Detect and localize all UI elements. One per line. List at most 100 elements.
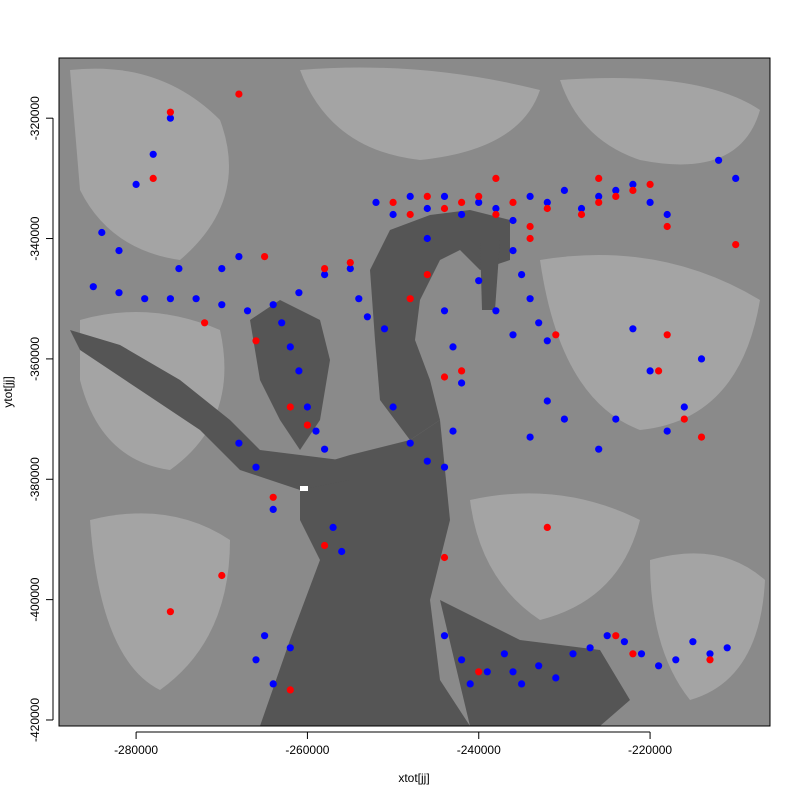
blue-data-point xyxy=(689,638,697,646)
blue-data-point xyxy=(543,337,551,345)
blue-data-point xyxy=(595,445,603,453)
blue-data-point xyxy=(98,228,106,237)
blue-data-point xyxy=(278,319,286,327)
red-data-point xyxy=(577,210,586,219)
blue-data-point xyxy=(346,265,354,273)
red-data-point xyxy=(321,265,329,273)
blue-data-point xyxy=(526,433,534,441)
blue-data-point xyxy=(526,192,534,200)
red-data-point xyxy=(629,650,637,658)
y-tick-label: -320000 xyxy=(28,96,42,140)
red-data-point xyxy=(552,331,560,339)
blue-data-point xyxy=(466,680,474,688)
red-data-point xyxy=(440,204,449,213)
red-data-point xyxy=(475,668,483,676)
blue-data-point xyxy=(620,638,629,646)
red-data-point xyxy=(612,192,620,200)
blue-data-point xyxy=(663,427,671,435)
red-data-point xyxy=(406,295,414,303)
blue-data-point xyxy=(663,210,671,219)
red-data-point xyxy=(458,367,466,375)
blue-data-point xyxy=(509,331,517,339)
y-axis-label: ytot[jj] xyxy=(1,376,15,407)
blue-data-point xyxy=(500,650,508,658)
red-data-point xyxy=(235,90,243,98)
blue-data-point xyxy=(440,463,449,471)
blue-data-point xyxy=(655,662,663,670)
blue-data-point xyxy=(577,204,586,213)
blue-data-point xyxy=(321,271,329,279)
red-data-point xyxy=(543,523,551,532)
red-data-point xyxy=(166,108,174,116)
raster-valley xyxy=(260,420,470,726)
raster-valley xyxy=(250,300,330,450)
red-data-point xyxy=(680,415,688,423)
blue-data-point xyxy=(166,295,174,303)
blue-data-point xyxy=(115,289,123,297)
blue-data-point xyxy=(235,253,243,261)
blue-data-point xyxy=(243,307,252,315)
blue-data-point xyxy=(440,307,449,315)
red-data-point xyxy=(543,204,551,213)
blue-data-point xyxy=(535,662,543,670)
red-data-point xyxy=(629,186,637,194)
blue-data-point xyxy=(295,367,303,375)
blue-data-point xyxy=(535,319,543,327)
red-data-point xyxy=(492,174,500,182)
raster-valley xyxy=(480,240,500,310)
points-layer xyxy=(89,90,740,694)
blue-data-point xyxy=(680,403,688,411)
red-data-point xyxy=(166,608,174,616)
blue-data-point xyxy=(218,265,226,273)
blue-data-point xyxy=(483,668,491,676)
red-data-point xyxy=(201,319,209,327)
blue-data-point xyxy=(218,301,226,309)
blue-data-point xyxy=(449,343,457,351)
blue-data-point xyxy=(552,674,560,682)
blue-data-point xyxy=(312,427,320,435)
y-tick-label: -400000 xyxy=(28,577,42,621)
blue-data-point xyxy=(509,247,517,255)
blue-data-point xyxy=(723,644,731,652)
blue-data-point xyxy=(458,379,466,387)
raster-light-patch xyxy=(470,493,640,620)
y-tick-label: -380000 xyxy=(28,457,42,501)
blue-data-point xyxy=(321,445,329,453)
blue-data-point xyxy=(132,180,140,188)
blue-data-point xyxy=(286,343,294,351)
blue-data-point xyxy=(440,632,449,640)
blue-data-point xyxy=(612,415,620,423)
red-data-point xyxy=(286,403,294,411)
red-data-point xyxy=(526,234,534,243)
blue-data-point xyxy=(706,650,714,658)
blue-data-point xyxy=(637,650,646,658)
blue-data-point xyxy=(603,632,611,640)
red-data-point xyxy=(389,198,397,206)
blue-data-point xyxy=(595,192,603,200)
raster-light-patch xyxy=(300,67,540,160)
red-data-point xyxy=(261,253,269,261)
y-tick-label: -420000 xyxy=(28,698,42,742)
blue-data-point xyxy=(492,204,500,213)
blue-data-point xyxy=(329,523,337,532)
red-data-point xyxy=(346,259,354,267)
red-data-point xyxy=(321,541,329,550)
red-data-point xyxy=(252,337,260,345)
blue-data-point xyxy=(149,150,157,158)
blue-data-point xyxy=(389,210,397,219)
blue-data-point xyxy=(697,355,706,363)
red-data-point xyxy=(612,632,620,640)
blue-data-point xyxy=(440,192,449,200)
raster-light-patch xyxy=(540,255,760,430)
blue-data-point xyxy=(175,265,183,273)
red-data-point xyxy=(646,180,654,188)
red-data-point xyxy=(406,210,414,219)
blue-data-point xyxy=(543,397,551,405)
blue-data-point xyxy=(732,174,740,182)
raster-valley xyxy=(370,210,510,440)
raster-valley xyxy=(440,600,630,726)
plot-frame xyxy=(58,57,771,727)
blue-data-point xyxy=(492,307,500,315)
